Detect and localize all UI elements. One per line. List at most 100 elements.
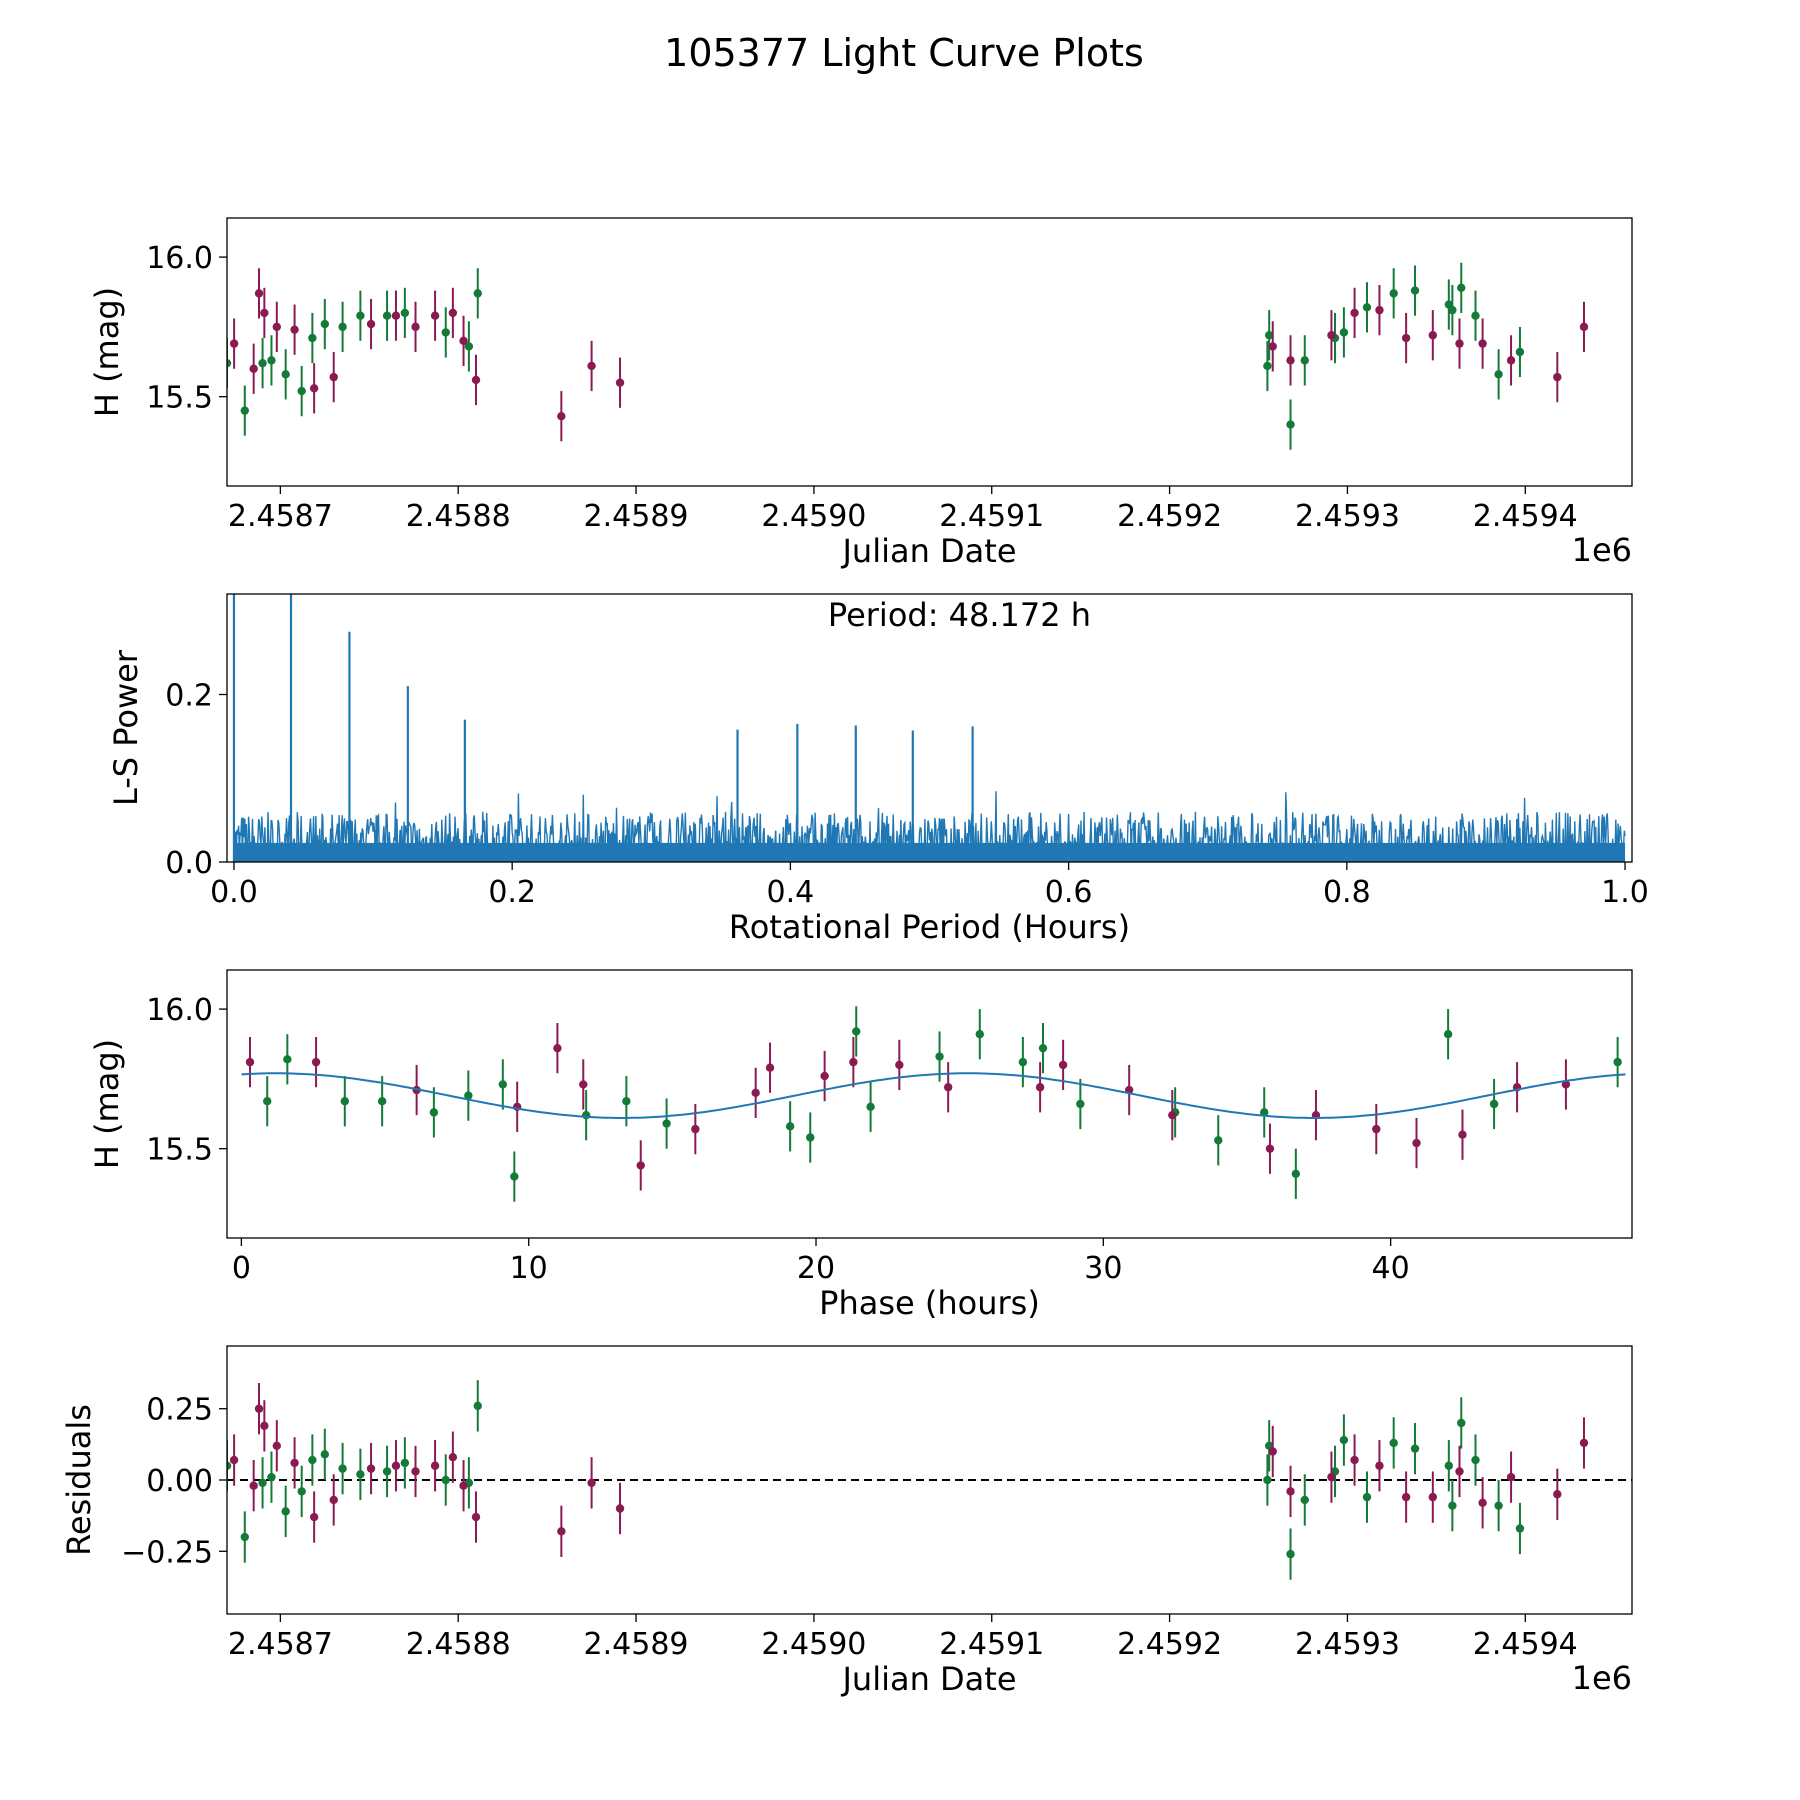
data-point [320, 319, 330, 329]
data-point [297, 386, 306, 396]
data-point [400, 308, 410, 318]
x-tick-label: 2.4593 [1295, 1627, 1400, 1662]
x-tick-label: 2.4594 [1473, 1627, 1578, 1662]
data-point [329, 372, 338, 382]
data-point [1494, 1501, 1503, 1510]
plot-frame [226, 593, 1633, 863]
data-point [249, 364, 258, 373]
data-point [1214, 1136, 1223, 1145]
data-point [297, 1487, 306, 1496]
data-point [471, 375, 481, 385]
data-point [1264, 331, 1274, 340]
y-tick-label: 15.5 [146, 381, 213, 416]
data-point [1471, 1455, 1480, 1465]
data-point [1300, 356, 1309, 365]
data-point [249, 1481, 258, 1490]
data-point [1268, 1447, 1277, 1456]
data-point [272, 1441, 281, 1450]
data-point [1458, 1130, 1467, 1139]
data-point [464, 1091, 473, 1100]
data-point [1286, 356, 1295, 365]
data-point [1389, 289, 1398, 298]
x-tick-label: 2.4590 [761, 499, 866, 534]
x-axis-label: Julian Date [840, 1660, 1016, 1698]
data-point [1561, 1080, 1571, 1089]
data-point [1286, 1487, 1295, 1496]
data-point [240, 1532, 249, 1542]
data-point [320, 1450, 330, 1459]
x-axis-label: Rotational Period (Hours) [729, 908, 1130, 946]
data-point [245, 1057, 255, 1067]
data-point [785, 1122, 795, 1131]
data-point [1428, 331, 1438, 340]
series-maroon [227, 268, 1632, 442]
data-point [382, 311, 392, 320]
data-point [429, 1108, 439, 1117]
data-point [1410, 286, 1420, 295]
panel-residuals: 2.4587 2.4588 2.4589 2.4590 2.4591 2.4592 2.45… [60, 1345, 1633, 1698]
x-tick-label: 2.4587 [228, 1627, 333, 1662]
data-point [260, 1421, 269, 1431]
data-point [895, 1060, 904, 1070]
data-point [1478, 339, 1487, 348]
data-point [943, 1083, 953, 1092]
x-tick-label: 0.2 [488, 875, 536, 910]
data-point [975, 1030, 984, 1039]
data-point [340, 1097, 350, 1106]
period-annotation: Period: 48.172 h [828, 596, 1091, 634]
x-axis-label: Julian Date [840, 532, 1016, 570]
data-point [1401, 1492, 1411, 1502]
data-point [229, 339, 239, 348]
data-point [579, 1080, 588, 1089]
x-axis-offset-label: 1e6 [1572, 531, 1632, 569]
y-tick-label: 0.2 [165, 679, 213, 714]
power-baseline [233, 842, 1626, 862]
data-point [473, 289, 482, 298]
data-point [329, 1495, 338, 1505]
data-point [473, 1401, 482, 1411]
panel-light-curve: 2.4587 2.4588 2.4589 2.4590 2.4591 2.4592 2.45… [88, 217, 1633, 570]
data-point [1489, 1099, 1499, 1109]
data-point [1286, 1549, 1295, 1559]
data-point [1515, 347, 1525, 357]
data-point [1443, 1030, 1453, 1039]
data-point [1350, 1455, 1359, 1465]
data-point [852, 1027, 861, 1036]
data-point [309, 384, 319, 393]
x-tick-label: 0.6 [1045, 875, 1093, 910]
data-point [356, 1470, 365, 1479]
y-tick-label: 0.0 [165, 846, 213, 881]
figure-title: 105377 Light Curve Plots [664, 31, 1144, 75]
series-maroon [245, 1023, 1571, 1191]
data-point [366, 319, 376, 329]
data-point [263, 1097, 272, 1106]
panels: 2.4587 2.4588 2.4589 2.4590 2.4591 2.4592 2.45… [60, 217, 1649, 1698]
data-point [338, 1464, 347, 1473]
data-point [1515, 1524, 1525, 1533]
y-axis-label: H (mag) [88, 287, 126, 417]
data-point [622, 1097, 631, 1106]
data-point [356, 311, 365, 320]
data-point [866, 1102, 875, 1111]
data-point [1579, 1438, 1589, 1448]
data-point [377, 1097, 387, 1106]
x-tick-label: 2.4593 [1295, 499, 1400, 534]
plot-frame [226, 217, 1633, 487]
data-point [1471, 311, 1480, 320]
data-point [411, 1467, 420, 1476]
data-point [1300, 1495, 1309, 1505]
x-tick-label: 0.0 [210, 875, 258, 910]
x-tick-label: 10 [510, 1251, 548, 1286]
data-points [245, 1006, 1622, 1202]
data-point [441, 328, 450, 337]
data-point [1362, 1492, 1372, 1502]
x-tick-label: 0 [232, 1251, 251, 1286]
panel-periodogram: 0.0 0.2 0.4 0.6 0.8 1.0 0.0 0.2 Rotational Perio… [107, 593, 1649, 946]
data-point [1076, 1099, 1085, 1109]
data-point [1339, 328, 1349, 337]
x-tick-label: 2.4592 [1117, 499, 1222, 534]
y-tick-label: 16.0 [146, 993, 213, 1028]
x-tick-label: 2.4594 [1473, 499, 1578, 534]
data-point [1478, 1498, 1487, 1508]
data-point [1506, 1472, 1516, 1482]
